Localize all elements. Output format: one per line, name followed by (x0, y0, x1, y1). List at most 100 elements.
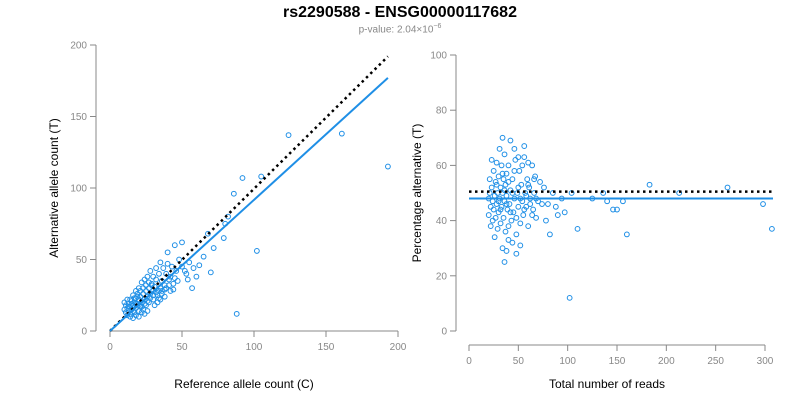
data-point (496, 145, 503, 152)
x-tick-label: 100 (246, 342, 263, 353)
y-tick-label: 150 (70, 112, 87, 123)
y-tick-label: 60 (436, 161, 448, 172)
data-point (505, 179, 512, 185)
data-point (517, 220, 524, 227)
data-point (499, 170, 506, 177)
x-tick-label: 300 (757, 356, 774, 367)
data-point (133, 312, 139, 319)
y-tick: 0 (441, 327, 456, 338)
data-point (138, 303, 145, 310)
data-point (167, 273, 174, 280)
data-point (502, 181, 509, 188)
data-point (161, 293, 168, 300)
data-point (531, 190, 538, 196)
data-point (127, 296, 134, 303)
data-point (513, 214, 520, 221)
data-point (505, 237, 512, 243)
data-point (552, 203, 559, 210)
y-tick-label: 40 (436, 216, 448, 227)
data-point (512, 156, 519, 163)
data-point (504, 206, 511, 213)
y-tick-label: 20 (436, 271, 448, 282)
y-tick-label: 50 (76, 255, 88, 266)
data-point (138, 279, 145, 286)
data-point (498, 203, 505, 210)
data-point (157, 259, 164, 266)
x-tick-label: 200 (390, 342, 407, 353)
data-point (164, 249, 171, 256)
data-point (509, 176, 516, 183)
data-point (541, 184, 547, 191)
data-point (338, 130, 345, 137)
data-point (160, 265, 167, 271)
chart-subtitle: p-value: 2.04×10−6 (0, 23, 800, 35)
x-tick: 50 (513, 345, 525, 367)
data-point (539, 201, 545, 207)
y-tick: 20 (436, 271, 456, 282)
allele-count-scatter-panel: 0 50 100 150 200 0 50 100 150 200 Reference allele… (47, 41, 407, 392)
data-point (525, 181, 532, 188)
data-point (207, 269, 214, 276)
data-point (130, 315, 136, 322)
data-point (190, 265, 197, 271)
data-point (181, 268, 188, 274)
data-point (529, 212, 536, 218)
y-tick: 150 (70, 112, 96, 123)
data-point (525, 159, 532, 166)
y-tick-label: 100 (70, 184, 87, 195)
data-point (497, 206, 504, 213)
data-point (499, 245, 506, 252)
x-tick-label: 50 (513, 356, 525, 367)
y-tick: 200 (70, 41, 96, 52)
data-point (554, 212, 561, 218)
x-tick: 150 (609, 345, 626, 367)
data-point (138, 309, 145, 316)
data-point (545, 201, 551, 207)
data-point (488, 184, 495, 191)
data-point (143, 282, 149, 289)
data-point (521, 206, 528, 213)
x-tick-label: 100 (559, 356, 576, 367)
data-point (144, 273, 151, 280)
data-point (532, 173, 539, 180)
y-tick: 100 (430, 51, 456, 62)
data-point (150, 296, 157, 303)
data-point (183, 270, 190, 277)
data-point (623, 231, 630, 238)
data-point (503, 248, 510, 254)
data-point (620, 198, 626, 205)
y-tick: 100 (70, 184, 96, 195)
y-tick-label: 100 (430, 51, 447, 62)
y-tick: 40 (436, 216, 456, 227)
data-point (166, 282, 172, 289)
data-point (511, 168, 518, 174)
data-point (151, 302, 158, 309)
data-point (506, 201, 513, 207)
data-point (520, 212, 527, 218)
data-point (537, 179, 543, 185)
data-point (125, 303, 132, 310)
x-tick-label: 250 (707, 356, 724, 367)
data-point (189, 285, 195, 292)
data-point (521, 143, 528, 149)
chart-title: rs2290588 - ENSG00000117682 (283, 4, 517, 21)
x-tick-label: 0 (107, 342, 113, 353)
x-tick-label: 0 (466, 356, 472, 367)
y-axis-title: Alternative allele count (T) (47, 118, 61, 257)
data-point (239, 175, 246, 181)
data-point (500, 214, 507, 221)
data-point (530, 206, 537, 213)
data-point (561, 209, 568, 216)
data-point (141, 276, 148, 283)
data-point (147, 268, 154, 274)
data-point (515, 154, 522, 161)
x-tick: 100 (246, 331, 263, 353)
data-point (134, 293, 141, 300)
x-tick: 300 (757, 345, 774, 367)
reference-line (109, 55, 389, 332)
data-point (153, 265, 159, 271)
data-point (724, 184, 731, 191)
data-point (511, 145, 518, 152)
data-point (171, 242, 178, 249)
data-point (646, 181, 653, 188)
